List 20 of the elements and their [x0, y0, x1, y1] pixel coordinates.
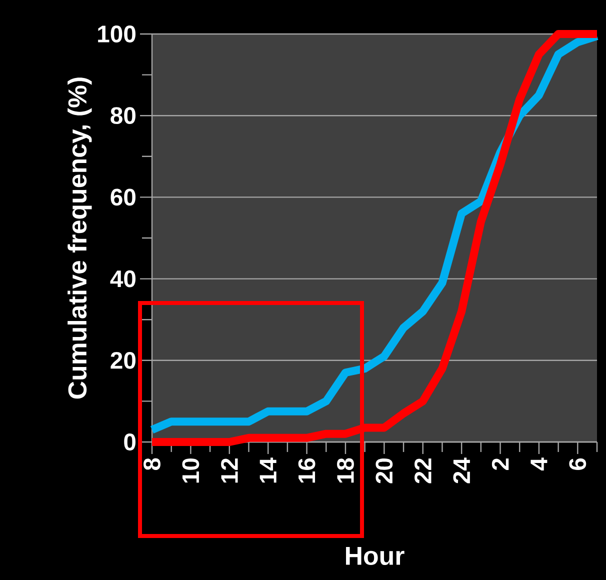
- x-tick-label: 20: [376, 458, 393, 484]
- x-axis-title: Hour: [346, 546, 404, 566]
- x-tick-label: 16: [298, 458, 316, 483]
- x-tick-label: 14: [260, 458, 276, 483]
- y-axis-title: Cumulative frequency, (%): [68, 78, 92, 399]
- y-tick-label: 0: [124, 434, 136, 450]
- x-tick-label: 2: [492, 458, 509, 470]
- x-tick-label: 22: [414, 458, 432, 484]
- x-tick-label: 4: [530, 458, 548, 470]
- y-tick-label: 80: [110, 107, 136, 124]
- x-tick-label: 24: [453, 458, 470, 484]
- y-tick-label: 60: [110, 188, 136, 206]
- y-tick-label: 100: [98, 26, 136, 42]
- x-tick-label: 12: [221, 458, 238, 483]
- x-tick-label: 18: [337, 458, 354, 483]
- x-tick-label: 8: [144, 458, 160, 470]
- x-tick-label: 10: [182, 458, 200, 483]
- y-tick-label: 40: [110, 270, 136, 288]
- x-tick-label: 6: [569, 458, 586, 470]
- y-tick-label: 20: [110, 352, 136, 369]
